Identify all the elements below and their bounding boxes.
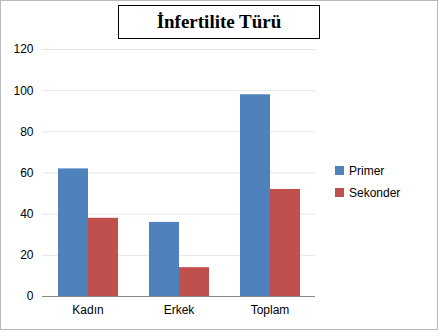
svg-text:Kadın: Kadın [72, 303, 103, 317]
html-text:Sekonder: Sekonder [349, 185, 401, 200]
svg-text:120: 120 [13, 42, 33, 56]
html-text:Primer: Primer [349, 163, 385, 178]
svg-text:20: 20 [20, 248, 34, 262]
svg-text:60: 60 [20, 166, 34, 180]
svg-text:80: 80 [20, 125, 34, 139]
svg-text:100: 100 [13, 84, 33, 98]
svg-text:40: 40 [20, 207, 34, 221]
html-text:İnfertilite Türü: İnfertilite Türü [156, 11, 282, 32]
svg-text:Erkek: Erkek [164, 303, 196, 317]
svg-text:0: 0 [27, 289, 34, 303]
svg-text:Toplam: Toplam [251, 303, 290, 317]
